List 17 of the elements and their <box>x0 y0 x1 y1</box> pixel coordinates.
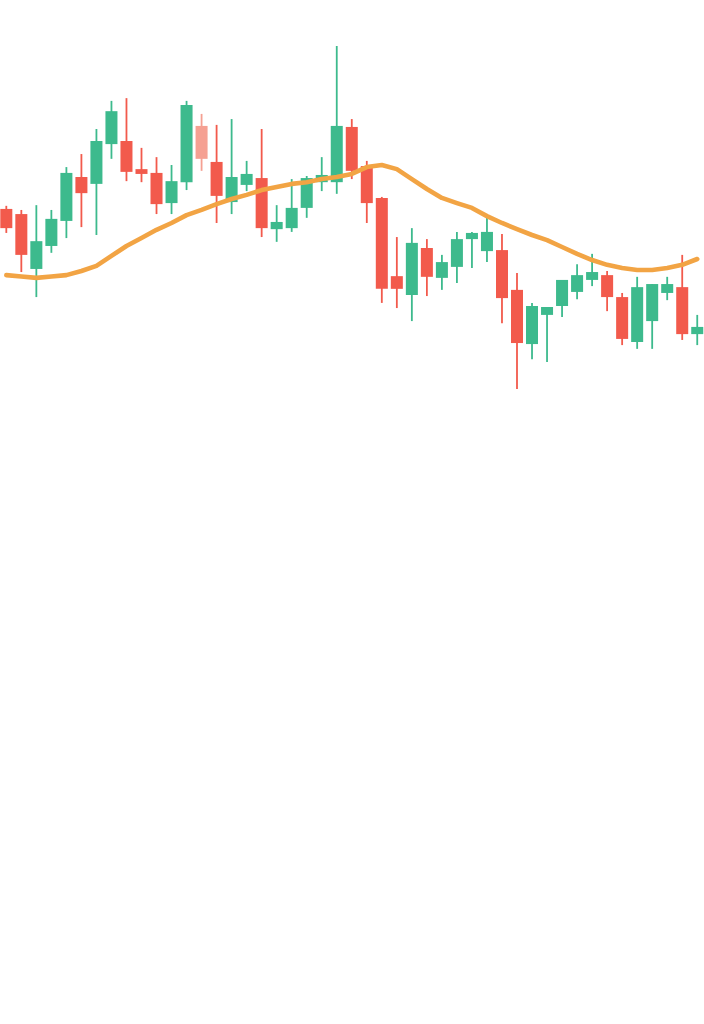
candlestick <box>661 275 674 302</box>
candlestick <box>601 270 614 313</box>
candlestick <box>571 263 584 301</box>
candlestick <box>541 306 554 363</box>
candlestick <box>285 178 298 233</box>
candlestick <box>75 153 88 229</box>
candlestick <box>240 159 253 192</box>
candlestick <box>435 253 448 291</box>
candlestick <box>135 146 148 184</box>
candlestick <box>165 164 178 215</box>
candlestick <box>691 314 704 347</box>
candlestick <box>0 204 13 234</box>
candlestick <box>390 236 403 309</box>
candlestick <box>270 204 283 243</box>
candlestick <box>586 252 599 288</box>
candlestick <box>480 216 493 263</box>
candlestick <box>465 231 478 269</box>
